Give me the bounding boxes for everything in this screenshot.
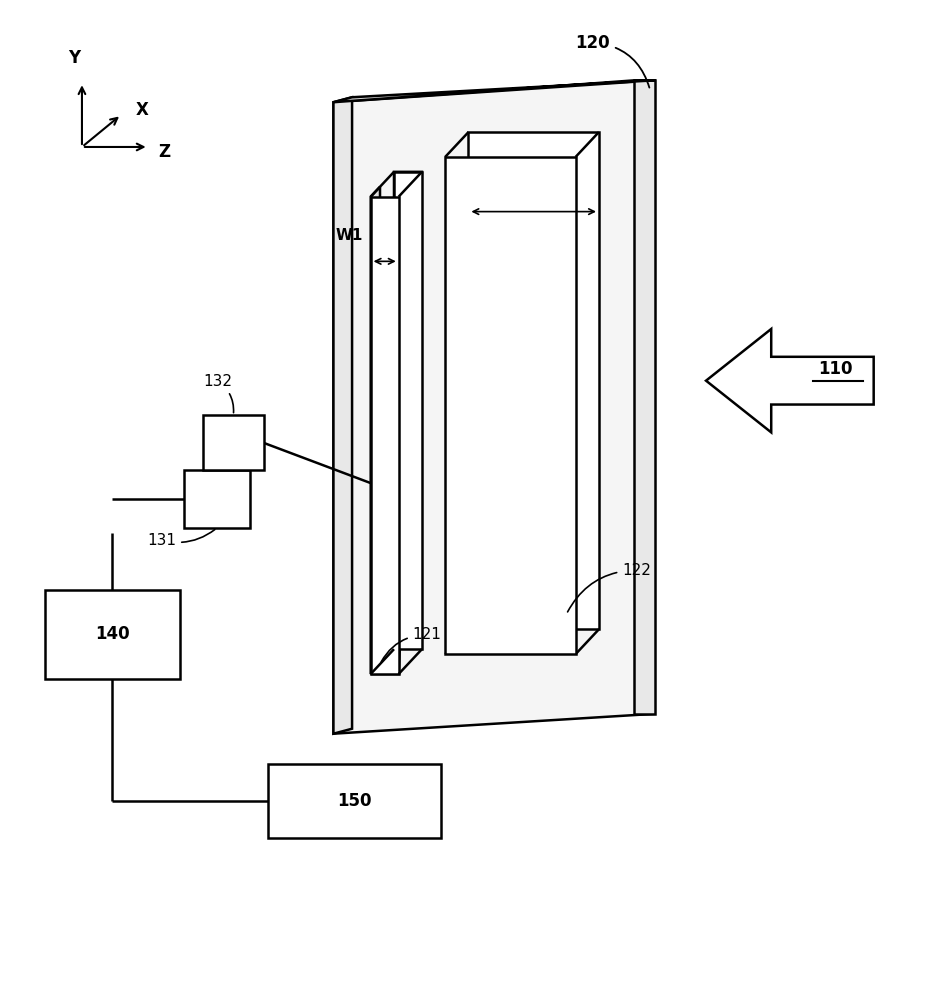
Text: Z: Z — [157, 143, 169, 161]
Polygon shape — [445, 157, 575, 654]
Text: 131: 131 — [147, 530, 214, 548]
Polygon shape — [634, 80, 654, 714]
Text: 122: 122 — [567, 563, 651, 612]
Bar — [203, 415, 263, 470]
Polygon shape — [371, 197, 398, 674]
Bar — [268, 764, 440, 838]
Text: W2: W2 — [477, 172, 505, 187]
Text: X: X — [135, 101, 148, 119]
Polygon shape — [333, 97, 352, 734]
Polygon shape — [393, 172, 421, 649]
Text: 132: 132 — [203, 374, 233, 413]
Text: 110: 110 — [817, 360, 852, 378]
Text: 140: 140 — [95, 625, 129, 643]
Polygon shape — [705, 329, 872, 432]
Polygon shape — [371, 172, 421, 674]
Bar — [45, 589, 180, 679]
Polygon shape — [468, 132, 598, 629]
Polygon shape — [371, 187, 380, 674]
Text: W1: W1 — [335, 228, 363, 243]
Polygon shape — [333, 80, 654, 102]
Text: Y: Y — [68, 49, 80, 67]
Polygon shape — [333, 80, 654, 734]
Text: 120: 120 — [575, 34, 649, 88]
Text: 121: 121 — [381, 627, 441, 662]
Text: 150: 150 — [337, 792, 372, 810]
Bar — [184, 470, 249, 528]
